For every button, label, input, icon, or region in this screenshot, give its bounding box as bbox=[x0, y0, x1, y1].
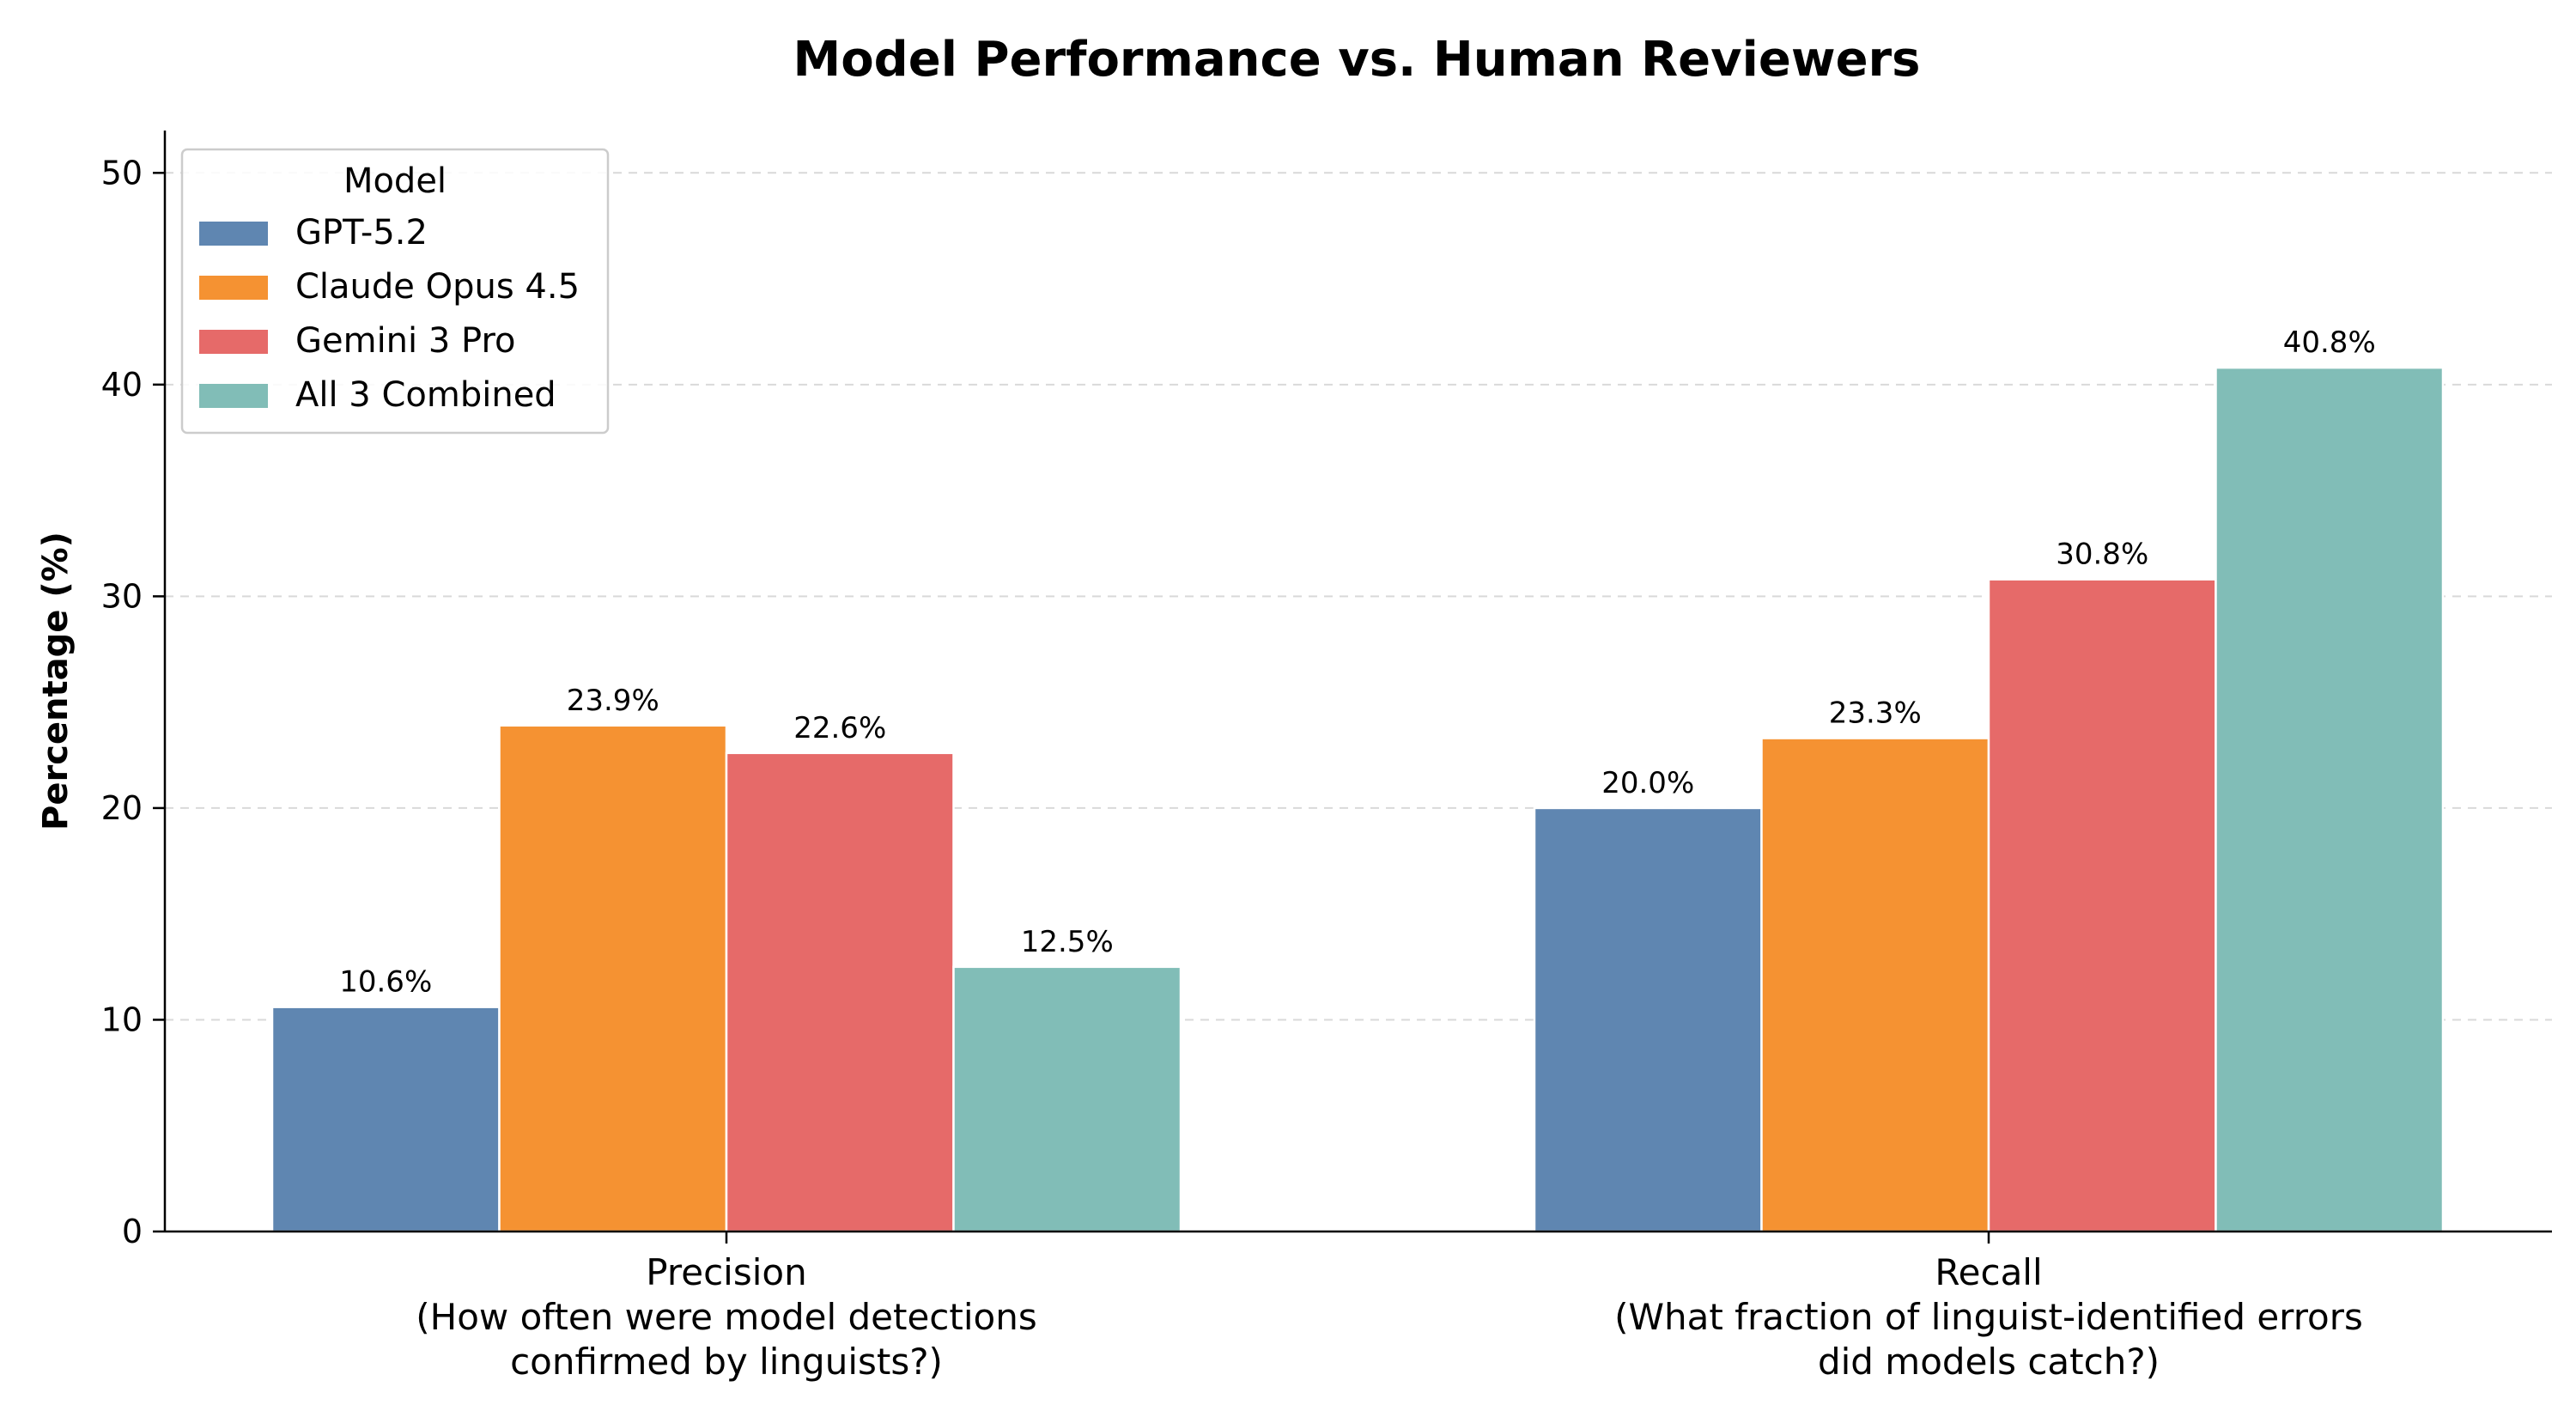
axes: 0 10 20 30 40 50 Precision (How often were mode… bbox=[101, 131, 2552, 1383]
legend-label: GPT-5.2 bbox=[295, 213, 428, 252]
legend-title: Model bbox=[343, 161, 447, 201]
legend-swatch bbox=[199, 384, 268, 408]
legend-swatch bbox=[199, 222, 268, 246]
x-tick-label: Precision (How often were model detection… bbox=[416, 1251, 1036, 1383]
bar bbox=[1760, 737, 1990, 1233]
legend-swatch bbox=[199, 276, 268, 300]
data-label: 22.6% bbox=[793, 711, 886, 745]
bar bbox=[1987, 578, 2217, 1233]
y-tick-label: 10 bbox=[101, 1000, 143, 1038]
bar bbox=[270, 1006, 501, 1233]
bars bbox=[270, 366, 2445, 1233]
bar bbox=[498, 724, 728, 1233]
y-tick-label: 40 bbox=[101, 366, 143, 404]
chart-title: Model Performance vs. Human Reviewers bbox=[793, 32, 1920, 88]
y-tick-label: 0 bbox=[122, 1213, 143, 1250]
legend-box bbox=[180, 148, 610, 435]
data-label: 23.3% bbox=[1829, 696, 1922, 731]
data-label: 23.9% bbox=[567, 684, 659, 718]
legend-label: All 3 Combined bbox=[295, 375, 556, 415]
data-label: 30.8% bbox=[2056, 538, 2148, 572]
bar bbox=[1533, 806, 1763, 1233]
data-label: 10.6% bbox=[339, 965, 432, 1000]
bar bbox=[952, 965, 1182, 1233]
legend-label: Gemini 3 Pro bbox=[295, 321, 515, 361]
legend: Model GPT-5.2 Claude Opus 4.5 Gemini 3 Pro A… bbox=[180, 148, 610, 435]
data-label: 40.8% bbox=[2283, 325, 2376, 360]
legend-label: Claude Opus 4.5 bbox=[295, 267, 580, 307]
bar bbox=[725, 751, 955, 1233]
y-tick-label: 50 bbox=[101, 154, 143, 192]
grid-lines bbox=[165, 172, 2552, 1021]
y-axis-label: Percentage (%) bbox=[36, 532, 76, 830]
data-labels: 10.6% 23.9% 22.6% 12.5% 20.0% 23.3% 30.8% 40.8% bbox=[339, 325, 2376, 1000]
y-tick-label: 30 bbox=[101, 577, 143, 615]
data-label: 20.0% bbox=[1601, 766, 1694, 800]
bar bbox=[2215, 366, 2445, 1233]
x-tick-label: Recall (What fraction of linguist-identif… bbox=[1614, 1251, 2363, 1383]
data-label: 12.5% bbox=[1021, 925, 1114, 959]
legend-swatch bbox=[199, 330, 268, 354]
y-tick-label: 20 bbox=[101, 789, 143, 827]
